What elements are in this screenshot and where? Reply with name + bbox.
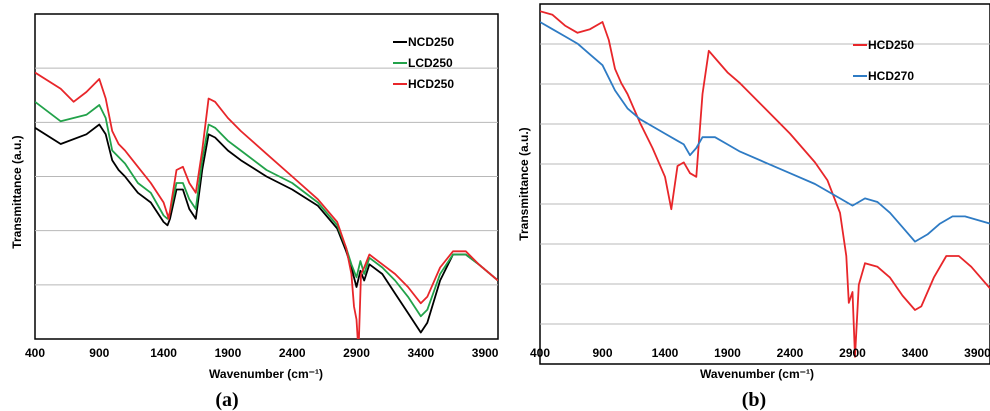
series-line-lcd250-a — [35, 101, 498, 318]
y-axis-title-a: Transmittance (a.u.) — [10, 135, 24, 248]
legend-a: NCD250 LCD250 HCD250 — [393, 35, 454, 91]
x-tick-label: 2400 — [777, 346, 804, 360]
x-tick-label: 2400 — [279, 346, 306, 360]
x-tick-labels-b: 400 900 1400 1900 2400 2900 3400 3900 — [530, 346, 990, 360]
gridlines-b — [540, 43, 990, 325]
x-tick-label: 3400 — [407, 346, 434, 360]
legend-label: HCD270 — [868, 69, 914, 83]
legend-label: LCD250 — [408, 56, 453, 70]
x-axis-title-b: Wavenumber (cm⁻¹) — [700, 367, 814, 381]
legend-label: HCD250 — [408, 77, 454, 91]
series-line-ncd250-a — [35, 123, 498, 334]
x-tick-label: 2900 — [343, 346, 370, 360]
series-layer-a — [35, 71, 498, 339]
x-tick-label: 900 — [592, 346, 612, 360]
x-axis-title-a: Wavenumber (cm⁻¹) — [209, 367, 323, 381]
series-line-hcd250-a — [35, 71, 498, 339]
series-line-hcd270-b — [540, 21, 990, 243]
legend-label: HCD250 — [868, 38, 914, 52]
x-tick-label: 3900 — [472, 346, 499, 360]
plot-area-b — [539, 3, 990, 365]
chart-panel-a: 400 900 1400 1900 2400 2900 3400 3900 Wavenumbe… — [10, 13, 499, 411]
legend-label: NCD250 — [408, 35, 454, 49]
x-tick-label: 3400 — [902, 346, 929, 360]
legend-b: HCD250 HCD270 — [853, 38, 914, 83]
series-layer-b — [540, 10, 990, 358]
x-tick-label: 1400 — [652, 346, 679, 360]
y-axis-title-b: Transmittance (a.u.) — [517, 127, 531, 240]
x-tick-label: 1900 — [714, 346, 741, 360]
x-tick-label: 3900 — [964, 346, 990, 360]
x-tick-label: 400 — [530, 346, 550, 360]
gridlines-a — [35, 67, 498, 286]
x-tick-label: 400 — [25, 346, 45, 360]
panel-label-a: (a) — [215, 389, 238, 411]
x-tick-labels-a: 400 900 1400 1900 2400 2900 3400 3900 — [25, 346, 499, 360]
x-tick-label: 2900 — [839, 346, 866, 360]
x-tick-label: 1900 — [215, 346, 242, 360]
chart-panel-b: 400 900 1400 1900 2400 2900 3400 3900 Wavenumbe… — [517, 3, 990, 411]
x-tick-label: 1400 — [150, 346, 177, 360]
x-tick-label: 900 — [89, 346, 109, 360]
series-line-hcd250-b — [540, 10, 990, 358]
panel-label-b: (b) — [742, 389, 766, 411]
